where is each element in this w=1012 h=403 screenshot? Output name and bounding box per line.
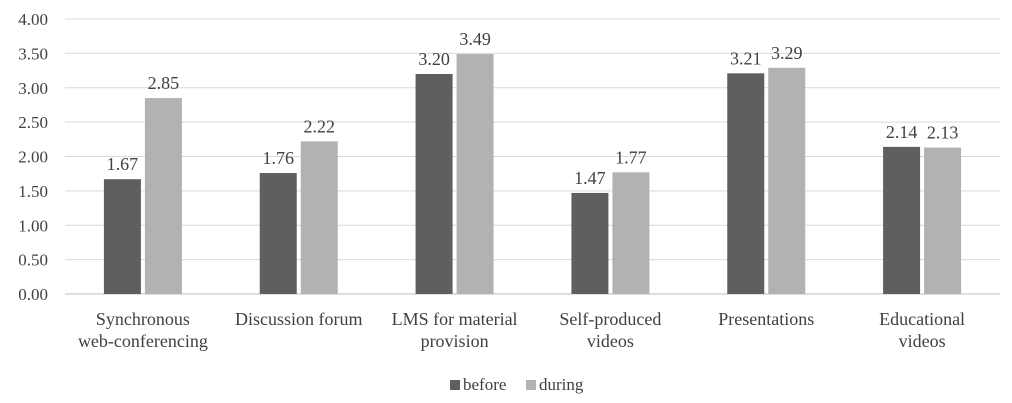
bar-before (571, 192, 609, 294)
category-label: videos (587, 331, 634, 351)
bar-before (259, 173, 297, 294)
legend-swatch-before (450, 380, 460, 390)
legend-label-before: before (463, 375, 506, 394)
category-label: Self-produced (559, 309, 661, 329)
category-label: Educational (879, 309, 965, 329)
legend-label-during: during (539, 375, 584, 394)
category-label: LMS for material (392, 309, 518, 329)
y-tick-label: 2.00 (18, 148, 48, 167)
category-label: videos (899, 331, 946, 351)
bar-during (924, 147, 962, 294)
bar-during (456, 54, 494, 294)
data-label-during: 2.13 (927, 123, 959, 143)
legend-swatch-during (526, 380, 536, 390)
bar-before (415, 74, 453, 294)
bars (103, 54, 962, 294)
data-label-during: 3.49 (459, 29, 491, 49)
data-label-before: 1.67 (107, 154, 139, 174)
y-tick-label: 2.50 (18, 113, 48, 132)
y-tick-label: 1.50 (18, 182, 48, 201)
y-tick-label: 3.50 (18, 44, 48, 63)
data-label-before: 3.21 (730, 48, 762, 68)
y-tick-label: 0.00 (18, 285, 48, 304)
bar-before (103, 179, 141, 294)
data-labels: 1.67 2.85 1.76 2.22 3.20 3.49 1.47 1.77 3.21 3.29… (107, 29, 959, 188)
category-label: Synchronous (96, 309, 190, 329)
data-label-before: 2.14 (886, 122, 918, 142)
y-tick-label: 0.50 (18, 251, 48, 270)
gridlines (65, 18, 1000, 295)
bar-during (768, 67, 806, 294)
data-label-before: 1.47 (574, 168, 606, 188)
bar-before (727, 73, 765, 294)
y-tick-label: 1.00 (18, 216, 48, 235)
category-label: Presentations (718, 309, 814, 329)
y-tick-label: 3.00 (18, 79, 48, 98)
legend: before during (450, 375, 584, 394)
data-label-during: 3.29 (771, 43, 803, 63)
data-label-before: 1.76 (263, 148, 295, 168)
category-label: provision (421, 331, 489, 351)
data-label-during: 2.22 (304, 116, 336, 136)
bar-during (612, 172, 650, 294)
data-label-during: 1.77 (615, 147, 647, 167)
y-tick-label: 4.00 (18, 10, 48, 29)
category-label: web-conferencing (78, 331, 208, 351)
data-label-before: 3.20 (418, 49, 450, 69)
category-label: Discussion forum (235, 309, 363, 329)
data-label-during: 2.85 (148, 73, 180, 93)
y-axis-ticks: 0.00 0.50 1.00 1.50 2.00 2.50 3.00 3.50 4.00 (18, 10, 48, 304)
bar-during (144, 98, 182, 294)
bar-before (883, 146, 921, 294)
bar-during (300, 141, 338, 294)
